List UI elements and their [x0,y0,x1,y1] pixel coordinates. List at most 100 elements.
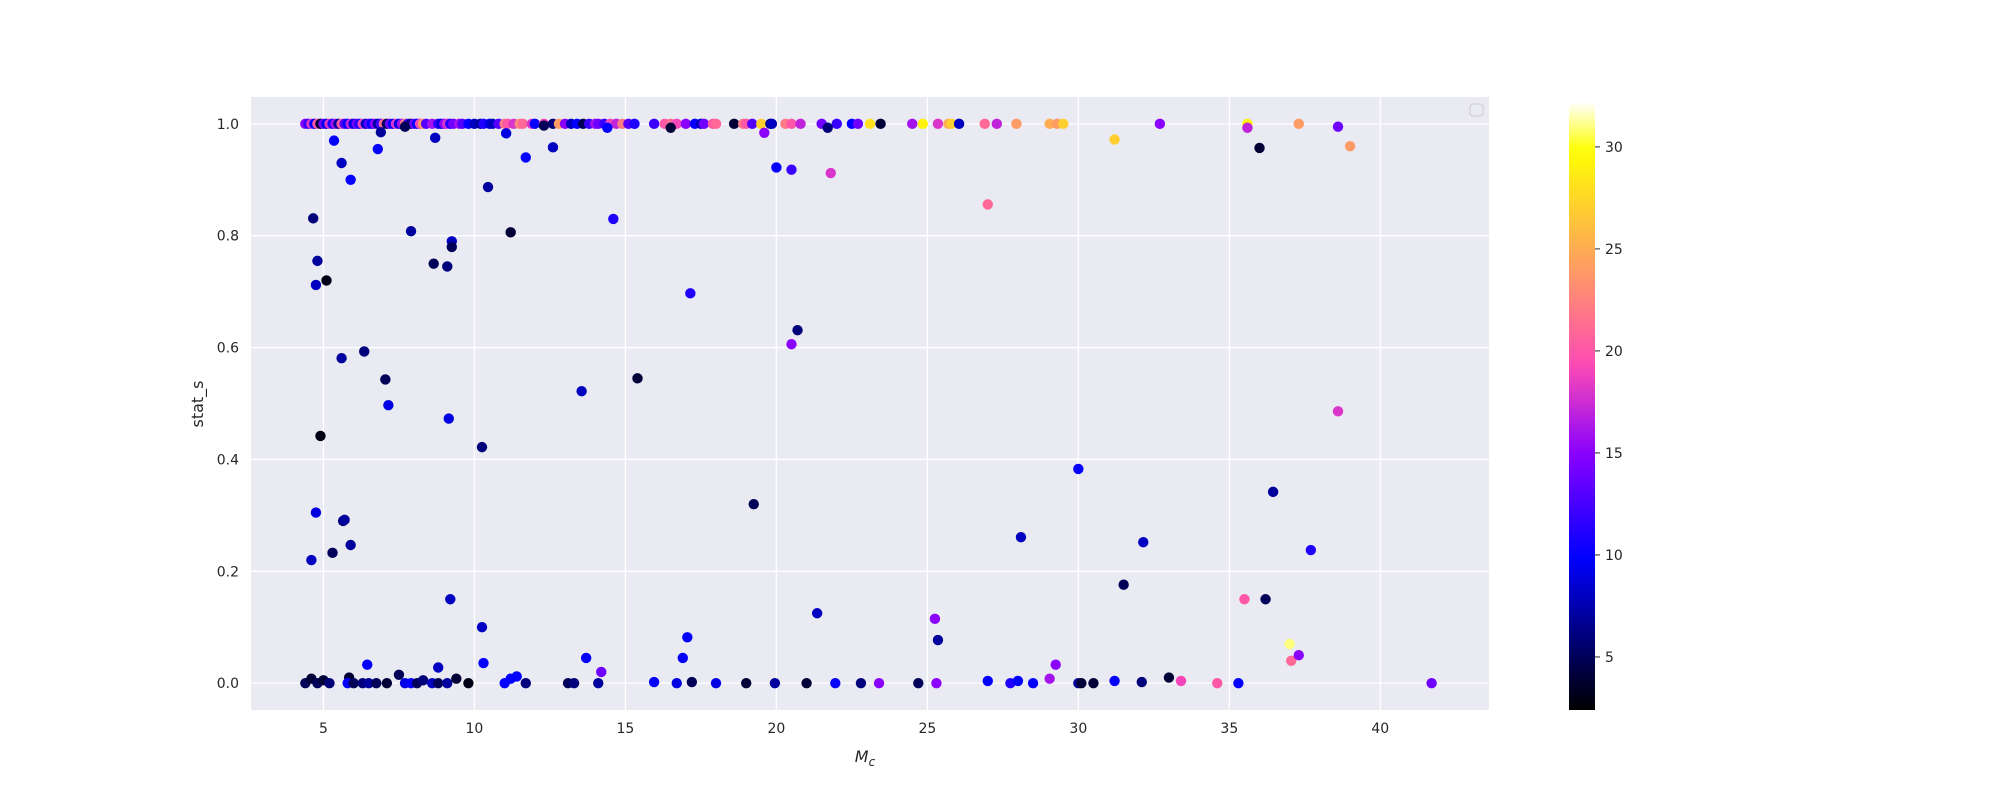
x-tick-label: 5 [319,721,328,737]
data-point [446,241,457,253]
data-point [929,613,941,625]
data-point [596,666,607,678]
data-point [991,118,1003,130]
data-point [1267,486,1279,498]
data-point [371,677,382,689]
data-point [665,122,676,133]
data-point [756,118,767,130]
data-point [629,118,640,130]
data-point [362,659,373,670]
y-tick-label: 1.0 [217,117,239,133]
data-point [648,676,660,688]
data-point [547,142,559,153]
data-point [383,399,394,411]
data-point [685,288,696,299]
colorbar-ticks: 5 10 15 20 25 30 [1595,140,1623,666]
legend-box [1469,103,1484,117]
data-point [1076,677,1087,689]
data-point [632,373,643,384]
colorbar [1569,102,1595,710]
data-point [399,121,411,132]
colorbar-tick-label: 25 [1605,242,1623,258]
x-tick-label: 30 [1069,721,1087,737]
data-point [381,677,393,689]
data-point [1239,594,1250,605]
y-tick-label: 0.0 [217,676,239,692]
data-point [500,128,512,139]
data-point [1154,118,1166,130]
data-point [1138,537,1149,548]
data-point [505,227,516,238]
y-tick-label: 0.4 [217,452,239,468]
data-point [1293,118,1304,130]
data-point [931,677,942,689]
data-point [1050,659,1061,670]
data-point [308,213,319,224]
data-point [443,413,454,424]
data-point [1109,134,1120,145]
data-point [463,677,474,689]
colorbar-tick-label: 30 [1605,140,1623,156]
data-point [786,164,797,175]
data-point [1260,594,1271,605]
data-point [442,677,453,689]
data-point [499,677,510,689]
data-point [363,677,374,689]
data-points [300,118,1437,689]
x-tick-label: 15 [617,721,635,737]
x-axis-ticks: 5 10 15 20 25 30 35 40 [319,721,1389,737]
data-point [321,275,332,286]
y-axis-ticks: 0.0 0.2 0.4 0.6 0.8 1.0 [217,117,239,692]
data-point [913,677,924,689]
data-point [748,498,759,510]
data-point [576,385,587,397]
data-point [1027,677,1039,689]
data-point [786,118,797,130]
plot-area [251,97,1489,710]
data-point [602,122,613,133]
colorbar-tick-label: 15 [1605,446,1623,462]
data-point [1073,463,1084,475]
data-point [831,118,842,130]
data-point [1044,673,1055,684]
data-point [771,162,782,173]
data-point [1015,531,1027,543]
x-axis-label: Mc [855,747,876,769]
data-point [1175,675,1187,687]
data-point [671,677,682,689]
data-point [1212,677,1223,689]
data-point [786,339,797,350]
data-point [529,118,541,130]
data-point [327,547,338,559]
data-point [769,677,781,689]
data-point [1011,118,1022,130]
data-point [698,118,710,130]
data-point [1305,544,1317,556]
x-axis-label-subscript: c [869,755,876,769]
data-point [359,346,370,357]
data-point [766,118,778,130]
data-point [1012,675,1024,687]
data-point [648,118,660,130]
data-point [747,118,758,130]
data-point [1088,677,1099,689]
y-tick-label: 0.6 [217,341,239,357]
data-point [1118,579,1129,590]
data-point [1332,406,1344,417]
data-point [982,675,993,687]
data-point [478,657,489,669]
data-point [795,118,806,130]
data-point [710,677,722,689]
data-point [1109,675,1120,687]
data-point [979,118,990,130]
data-point [482,181,494,193]
data-point [442,261,453,272]
x-axis-label-main: M [855,747,869,766]
data-point [476,622,488,633]
data-point [864,118,876,130]
data-point [375,127,387,138]
data-point [710,118,722,130]
data-point [568,677,580,689]
y-axis-label: stat_s [188,380,208,427]
data-point [792,325,803,336]
